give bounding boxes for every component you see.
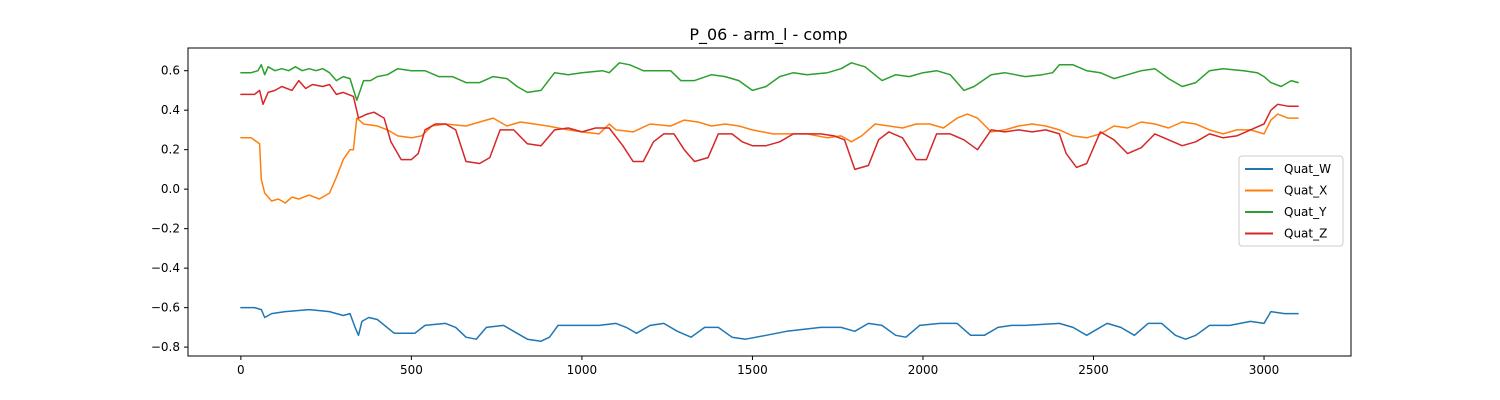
chart-title: P_06 - arm_l - comp <box>689 25 847 45</box>
legend-label: Quat_Z <box>1284 227 1327 241</box>
legend: Quat_W Quat_X Quat_Y Quat_Z <box>1238 155 1344 247</box>
x-tick-label: 0 <box>237 363 245 377</box>
x-tick-label: 3000 <box>1249 363 1280 377</box>
x-tick-label: 1500 <box>737 363 768 377</box>
y-tick-label: 0.2 <box>161 143 180 157</box>
series-layer <box>240 62 1299 342</box>
y-tick-label: −0.4 <box>151 261 180 275</box>
x-tick-label: 500 <box>400 363 423 377</box>
y-tick-label: −0.8 <box>151 340 180 354</box>
legend-box <box>1238 155 1344 247</box>
y-tick-label: 0.6 <box>161 64 180 78</box>
plot-frame <box>187 47 1352 357</box>
series-line-quat-z <box>240 79 1299 171</box>
x-tick-label: 1000 <box>567 363 598 377</box>
legend-label: Quat_Y <box>1284 205 1327 219</box>
series-line-quat-w <box>240 306 1299 342</box>
axes-layer: 0 500 1000 1500 2000 2500 3000 −0.8 −0.6 −0.4 −0.2… <box>151 64 1279 377</box>
y-tick-label: −0.2 <box>151 222 180 236</box>
y-tick-label: 0.0 <box>161 182 180 196</box>
legend-label: Quat_X <box>1284 184 1327 198</box>
y-tick-label: −0.6 <box>151 301 180 315</box>
y-tick-label: 0.4 <box>161 103 180 117</box>
legend-label: Quat_W <box>1284 162 1331 176</box>
series-line-quat-x <box>240 113 1299 204</box>
x-tick-label: 2000 <box>908 363 939 377</box>
series-line-quat-y <box>240 62 1299 102</box>
x-tick-label: 2500 <box>1078 363 1109 377</box>
